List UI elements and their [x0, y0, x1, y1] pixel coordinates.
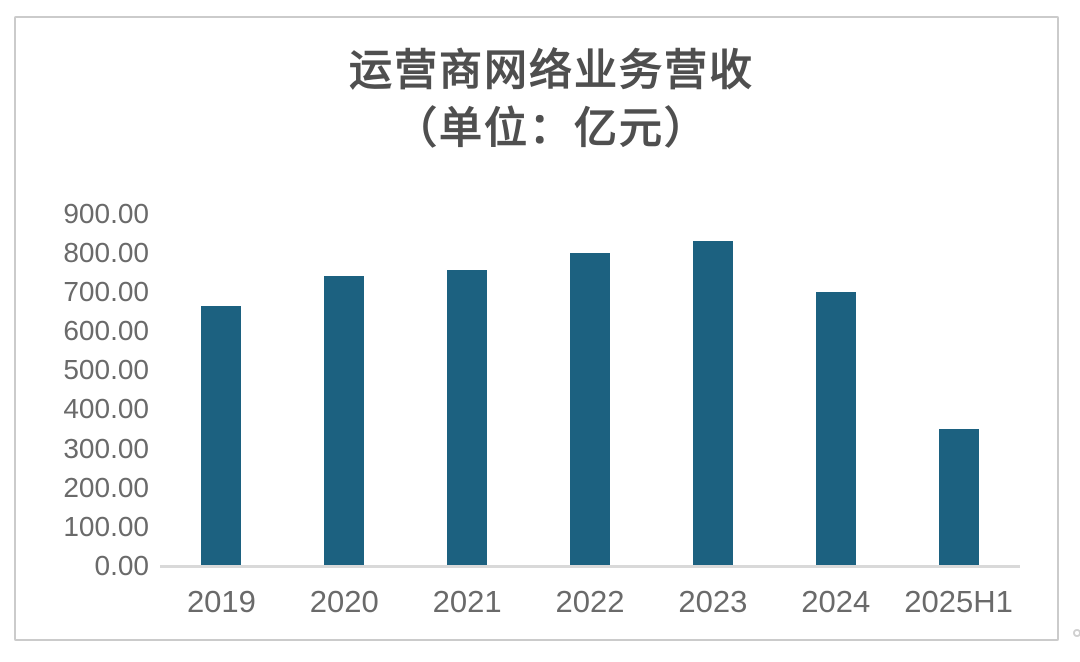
chart-title: 运营商网络业务营收 （单位：亿元）: [46, 42, 1057, 158]
x-axis-label: 2023: [678, 584, 748, 619]
x-axis-label: 2025H1: [904, 584, 1013, 619]
chart-title-line1: 运营商网络业务营收: [349, 47, 754, 95]
chart-card: 运营商网络业务营收 （单位：亿元） 0.00 100.00 200.00 300.00…: [14, 16, 1059, 641]
y-tick-label: 600.00: [63, 315, 149, 346]
x-axis-label: 2022: [555, 584, 625, 619]
y-tick-label: 900.00: [63, 197, 149, 229]
y-tick-label: 100.00: [63, 510, 149, 542]
x-axis-label: 2021: [432, 584, 502, 619]
y-tick-label: 0.00: [94, 550, 150, 581]
x-axis-line: [160, 565, 1020, 568]
y-tick-label: 700.00: [63, 275, 149, 307]
stray-dot-artifact: [1073, 629, 1080, 637]
bar-2020: [324, 276, 365, 566]
y-tick-label: 300.00: [63, 432, 149, 464]
y-tick-label: 200.00: [63, 471, 149, 503]
bar-2024: [815, 291, 856, 566]
y-tick-label: 800.00: [63, 236, 149, 268]
y-tick-label: 500.00: [63, 354, 149, 386]
bar-2025H1: [938, 428, 979, 566]
bar-2022: [570, 252, 610, 566]
bar-2019: [201, 305, 242, 566]
x-axis-label: 2020: [309, 584, 379, 619]
bar-2021: [447, 270, 488, 566]
x-axis-label: 2024: [801, 584, 871, 619]
y-tick-label: 400.00: [63, 393, 149, 425]
bar-2023: [692, 240, 733, 566]
x-axis-label: 2019: [186, 584, 256, 619]
chart-title-line2: （单位：亿元）: [394, 105, 709, 153]
